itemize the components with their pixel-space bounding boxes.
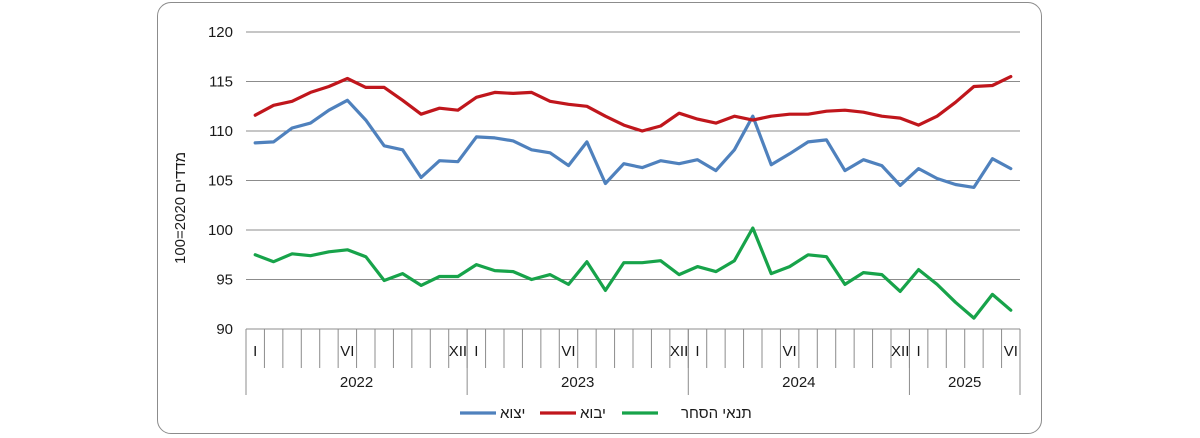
series-line [253,98,1013,189]
y-tick-label: 95 [216,272,233,289]
legend-label: יבוא [580,405,606,422]
legend-label: תנאי הסחר [681,405,752,422]
legend: יצוא יבוא תנאי הסחר [460,405,752,422]
y-tick-label: 105 [208,173,233,190]
chart-frame: 90 95 100 105 110 115 120 מדדים 2020=100 I VI XI… [157,2,1042,434]
month-label: VI [783,343,797,360]
year-label: 2025 [948,374,981,391]
y-tick-label: 120 [208,24,233,41]
month-label: I [917,343,921,360]
month-label: XII [891,343,909,360]
year-label: 2022 [340,374,373,391]
y-tick-label: 100 [208,222,233,239]
y-tick-label: 90 [216,321,233,338]
year-label: 2024 [782,374,815,391]
month-label: I [474,343,478,360]
month-label: VI [1004,343,1018,360]
x-axis: I VI XII I VI XII I VI XII I VI 2022 2023 2024 2025 [245,329,1021,395]
legend-label: יצוא [500,405,525,422]
series-line [253,74,1013,133]
month-label: VI [340,343,354,360]
month-label: XII [449,343,467,360]
month-label: I [695,343,699,360]
y-axis-ticks: 90 95 100 105 110 115 120 [208,24,233,338]
series-line [253,226,1013,320]
month-label: I [253,343,257,360]
series-lines [253,74,1013,320]
year-label: 2023 [561,374,594,391]
line-chart: 90 95 100 105 110 115 120 מדדים 2020=100 I VI XI… [172,24,1021,422]
y-tick-label: 110 [209,123,233,140]
y-tick-label: 115 [209,74,233,91]
month-label: VI [561,343,575,360]
y-axis-label: מדדים 2020=100 [172,152,189,264]
month-label: XII [670,343,688,360]
